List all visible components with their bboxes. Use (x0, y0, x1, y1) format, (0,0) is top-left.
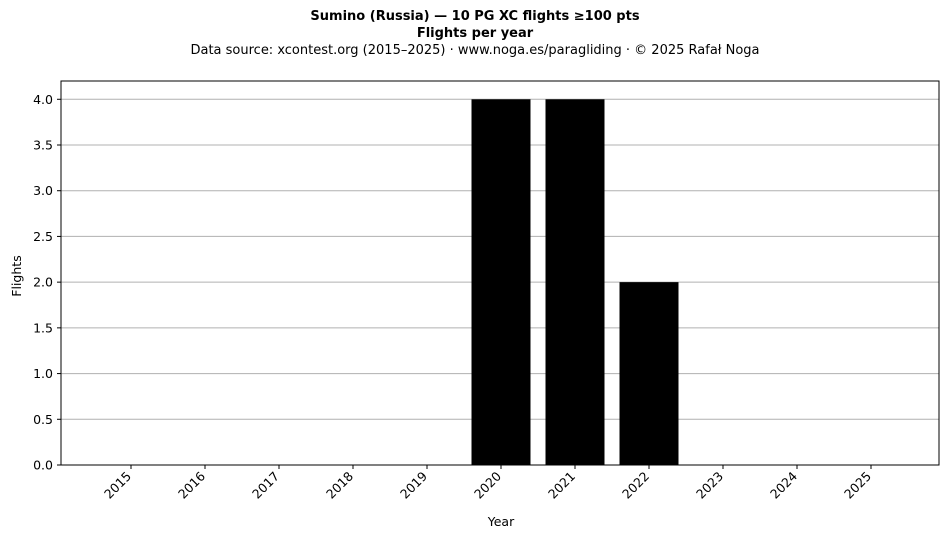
x-tick-label: 2022 (619, 469, 652, 502)
plot-frame (60, 80, 940, 466)
y-tick-label: 3.5 (33, 138, 53, 153)
y-tick-label: 0.5 (33, 412, 53, 427)
x-tick-label: 2019 (397, 468, 430, 501)
x-tick-label: 2017 (249, 469, 282, 502)
x-tick-label: 2018 (323, 468, 356, 501)
bar-2020 (471, 99, 531, 466)
x-tick-label: 2015 (101, 469, 134, 502)
bar-2021 (545, 99, 605, 466)
chart-titles: Sumino (Russia) — 10 PG XC flights ≥100 … (0, 8, 950, 59)
y-tick-label: 3.0 (33, 183, 53, 198)
x-tick-label: 2021 (545, 469, 578, 502)
x-tick-label: 2020 (471, 468, 504, 501)
x-axis: 2015 2016 2017 2018 2019 2020 2021 2022 2023 2024… (101, 465, 874, 502)
chart-source-line: Data source: xcontest.org (2015–2025) · … (190, 43, 760, 58)
y-tick-label: 0.0 (33, 458, 53, 473)
y-tick-label: 1.5 (33, 320, 53, 335)
bar-2022 (619, 282, 679, 465)
y-tick-label: 4.0 (33, 92, 53, 107)
chart-subtitle: Flights per year (416, 26, 534, 41)
x-tick-label: 2025 (841, 469, 874, 502)
bars (471, 99, 679, 466)
x-tick-label: 2023 (693, 469, 726, 502)
y-axis-label: Flights (9, 255, 24, 296)
x-axis-label: Year (487, 514, 515, 529)
x-tick-label: 2024 (767, 468, 800, 501)
y-axis: 0.0 0.5 1.0 1.5 2.0 2.5 3.0 3.5 4.0 (33, 92, 61, 473)
chart-title: Sumino (Russia) — 10 PG XC flights ≥100 … (310, 9, 640, 24)
x-tick-label: 2016 (175, 468, 208, 501)
y-tick-label: 2.5 (33, 229, 53, 244)
y-tick-label: 1.0 (33, 366, 53, 381)
y-tick-label: 2.0 (33, 275, 53, 290)
